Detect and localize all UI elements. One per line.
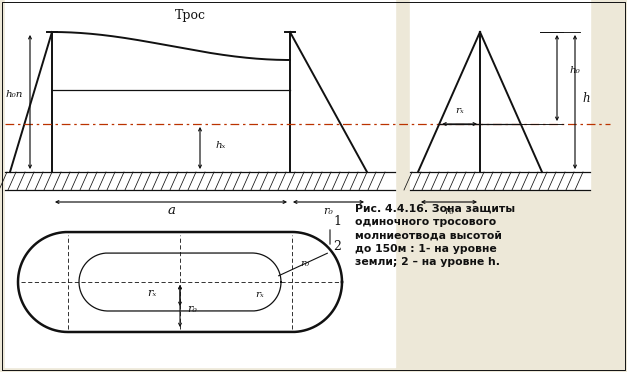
Text: Рис. 4.4.16. Зона защиты
одиночного тросового
молниеотвода высотой
до 150м : 1- : Рис. 4.4.16. Зона защиты одиночного трос… (355, 204, 515, 267)
Text: r₀: r₀ (300, 260, 309, 269)
Text: h₀: h₀ (569, 66, 580, 75)
Text: r₀: r₀ (187, 304, 197, 314)
Text: h₀п: h₀п (5, 90, 23, 99)
Text: rₓ: rₓ (147, 289, 157, 298)
Text: a: a (167, 204, 175, 217)
Text: r₀: r₀ (444, 206, 454, 216)
Polygon shape (18, 232, 342, 332)
Text: rₓ: rₓ (455, 106, 464, 115)
Text: rₓ: rₓ (255, 290, 263, 299)
Text: hₓ: hₓ (215, 141, 225, 150)
Text: 1: 1 (333, 215, 341, 228)
Text: Трос: Трос (174, 9, 206, 22)
Text: h: h (582, 92, 589, 105)
Text: r₀: r₀ (324, 206, 334, 216)
Text: 2: 2 (333, 240, 341, 253)
